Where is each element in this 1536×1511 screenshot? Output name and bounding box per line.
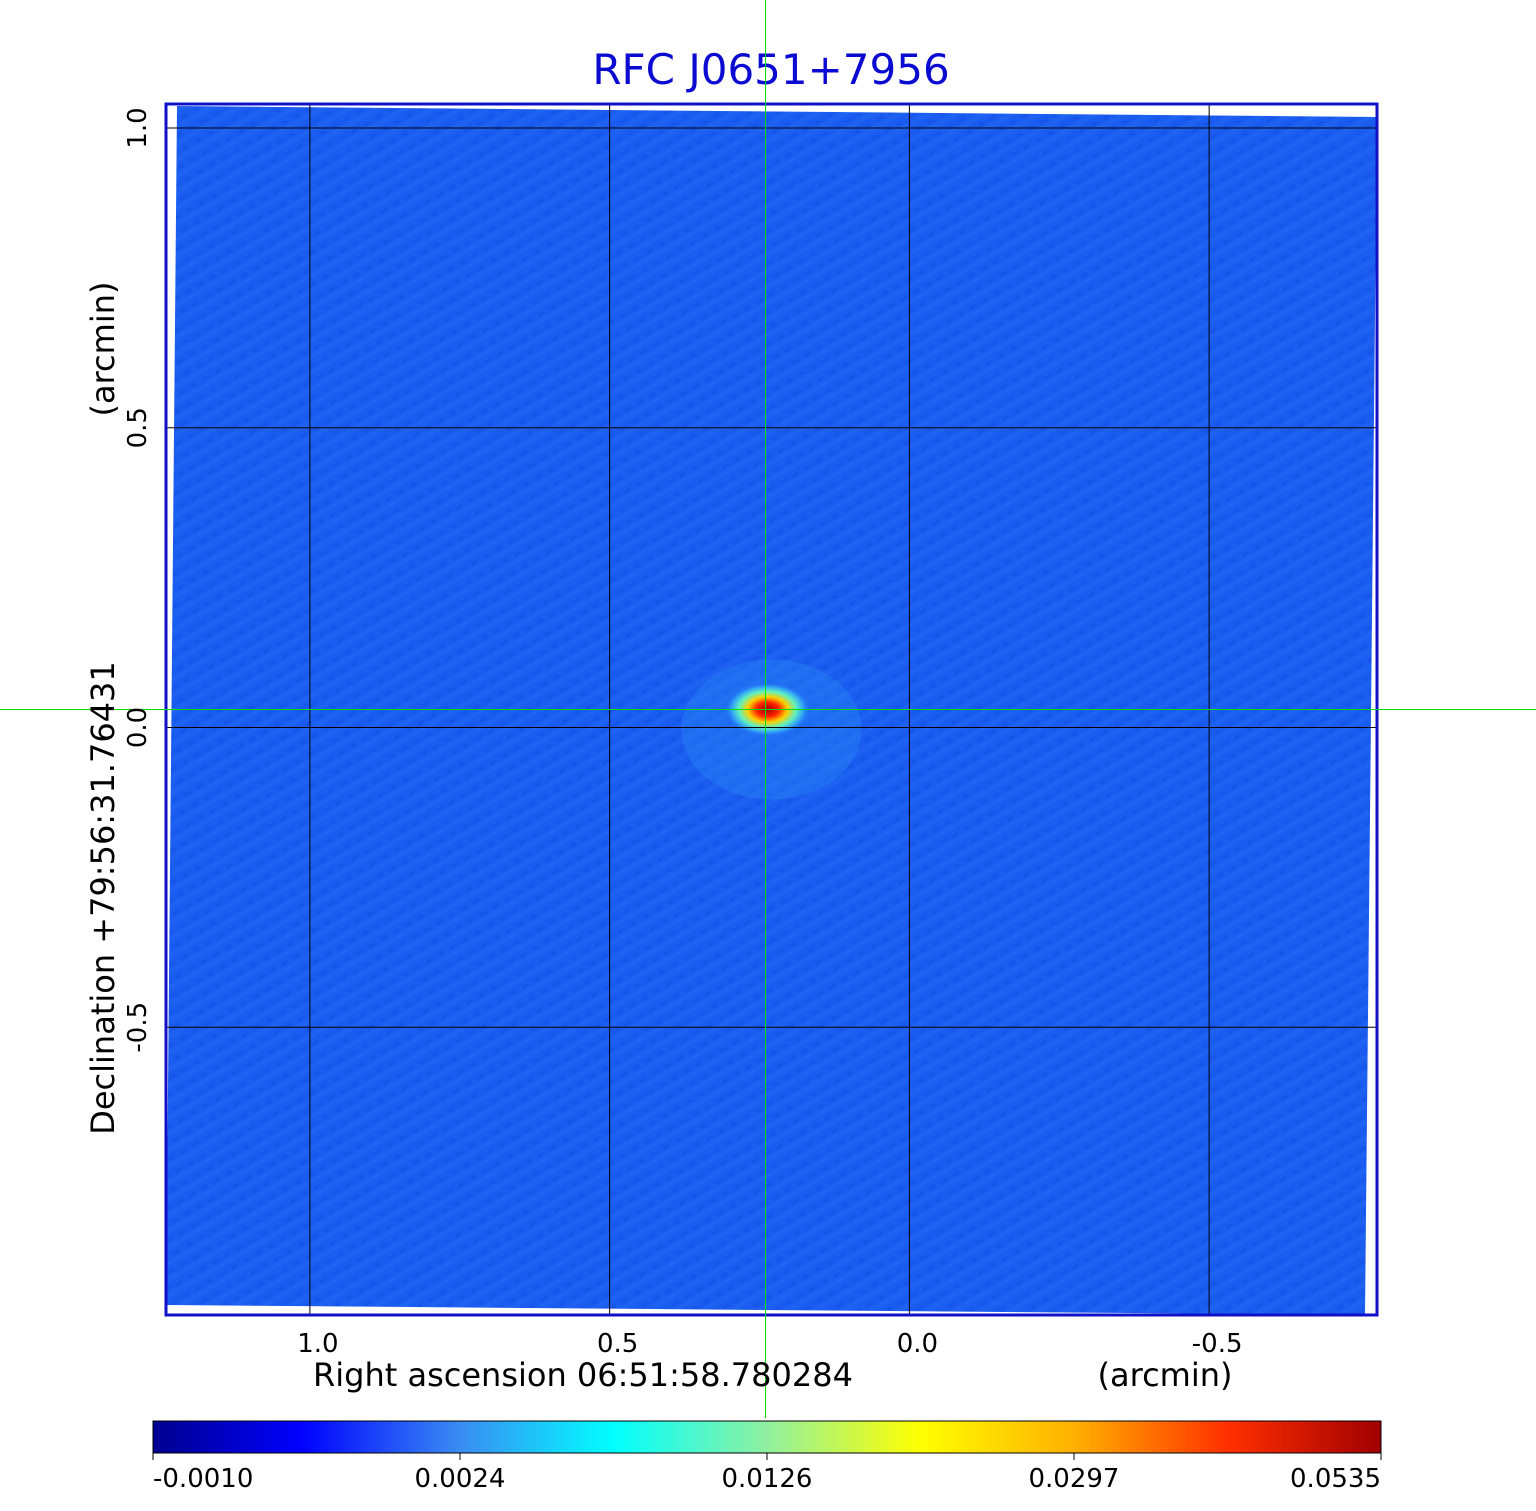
x-axis-label: Right ascension 06:51:58.780284 (313, 1356, 853, 1394)
y-tick-label: 1.0 (123, 107, 153, 148)
crosshair (0, 0, 1536, 1418)
y-tick-label: 0.0 (123, 707, 153, 748)
colorbar-ticks: -0.0010 0.0024 0.0126 0.0297 0.0535 (152, 1453, 1382, 1494)
x-tick-label: 0.5 (597, 1329, 638, 1359)
colorbar (152, 1420, 1382, 1454)
colorbar-tick-label: -0.0010 (153, 1464, 253, 1494)
colorbar-tick-label: 0.0535 (1290, 1464, 1381, 1494)
x-tick-label: 1.0 (297, 1329, 338, 1359)
y-axis-label: Declination +79:56:31.76431 (84, 661, 122, 1135)
x-tick-label: -0.5 (1192, 1329, 1243, 1359)
y-tick-label: 0.5 (123, 407, 153, 448)
x-tick-labels: 1.0 0.5 0.0 -0.5 (297, 1329, 1242, 1359)
colorbar-tick-label: 0.0024 (415, 1464, 506, 1494)
y-tick-label: -0.5 (123, 1002, 153, 1053)
y-axis-unit: (arcmin) (84, 282, 122, 417)
colorbar-tick-label: 0.0297 (1029, 1464, 1120, 1494)
colorbar-tick-label: 0.0126 (722, 1464, 813, 1494)
y-tick-labels: 1.0 0.5 0.0 -0.5 (123, 107, 153, 1052)
chart-title: RFC J0651+7956 (592, 45, 949, 94)
x-axis-unit: (arcmin) (1098, 1356, 1233, 1394)
image-field (166, 106, 1377, 1315)
x-tick-label: 0.0 (897, 1329, 938, 1359)
